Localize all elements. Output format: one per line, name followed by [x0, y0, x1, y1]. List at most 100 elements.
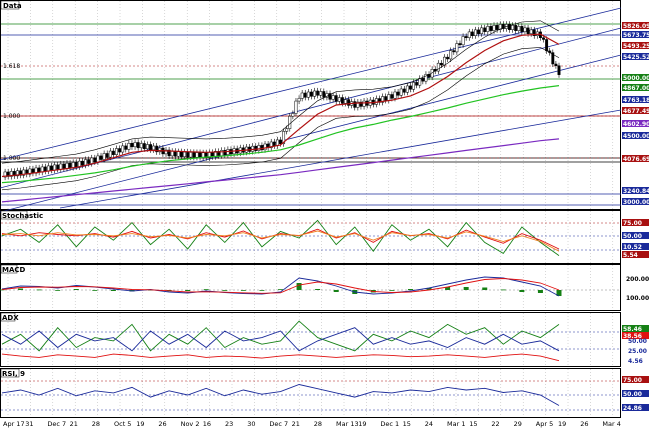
stochastic-line	[1, 219, 560, 256]
candle-body	[111, 150, 115, 155]
candle-body	[198, 152, 202, 158]
trend-channel-line	[0, 7, 622, 161]
candle-body	[554, 63, 558, 66]
candle-body	[59, 163, 63, 170]
candle-body	[542, 37, 545, 40]
candle-body	[53, 164, 57, 171]
candle-body	[328, 93, 332, 100]
macd-histogram-bar	[18, 288, 24, 290]
x-axis-tick-label: 15	[469, 420, 477, 428]
candle-body	[303, 92, 307, 98]
candle-body	[155, 145, 159, 153]
candle-body	[381, 96, 385, 103]
price-tag-box	[622, 198, 649, 205]
candle-body	[464, 36, 468, 38]
stochastic-panel: 75.00 50.00 10.525.54	[1, 219, 649, 259]
macd-histogram-bar	[407, 289, 413, 290]
stochastic-tag-box	[622, 251, 649, 258]
macd-histogram-bar	[315, 289, 321, 290]
price-tag-box	[622, 187, 649, 194]
candle-body	[483, 27, 487, 32]
candle-body	[93, 157, 97, 163]
adx-title-box	[0, 312, 16, 322]
x-axis-tick-label: 19	[358, 420, 366, 428]
x-axis-tick-label: Oct 5	[114, 420, 131, 428]
candle-body	[529, 29, 533, 34]
candle-body	[50, 165, 53, 171]
candle-body	[294, 100, 298, 114]
candle-body	[436, 62, 440, 72]
rsi-title-box	[0, 368, 20, 378]
candle-body	[43, 166, 47, 172]
candle-body	[489, 26, 493, 31]
candle-body	[334, 95, 338, 102]
candle-body	[108, 150, 112, 158]
candle-body	[331, 95, 335, 100]
rsi-tag-box	[622, 376, 649, 383]
candle-body	[16, 170, 19, 177]
price-tag-box	[622, 96, 649, 103]
price-tag-box	[622, 74, 649, 81]
candle-body	[498, 24, 502, 30]
adx-tag-label: 38.56	[623, 333, 642, 340]
macd-histogram-bar	[333, 290, 339, 292]
x-axis-tick-label: 29	[514, 420, 522, 428]
candle-body	[319, 91, 323, 96]
adx-axis-label: 50.00	[628, 338, 647, 345]
rsi-line	[1, 384, 560, 406]
candle-body	[517, 26, 521, 31]
candle-body	[427, 74, 431, 78]
candle-body	[180, 151, 183, 157]
candle-body	[322, 91, 326, 98]
candle-body	[405, 85, 409, 93]
rsi-tag-box	[622, 390, 649, 397]
x-axis-tick-label: 16	[203, 420, 211, 428]
adx-minus-di-line	[1, 327, 560, 352]
macd-histogram-bar	[296, 283, 302, 290]
candle-body	[384, 96, 388, 101]
price-tag-label: 5493.25	[623, 43, 650, 50]
candle-body	[127, 143, 131, 150]
price-axis-strip	[621, 0, 650, 429]
candle-body	[316, 90, 320, 96]
rsi-panel-frame	[0, 368, 621, 418]
candle-body	[87, 159, 91, 164]
candle-body	[62, 163, 66, 169]
candle-body	[446, 56, 450, 60]
candle-body	[399, 88, 403, 96]
candle-body	[545, 39, 549, 52]
candle-body	[74, 162, 78, 168]
x-axis-tick-label: 21	[70, 420, 78, 428]
macd-histogram-bar	[203, 289, 209, 290]
candle-body	[56, 164, 60, 170]
macd-histogram-bar	[482, 287, 488, 290]
candle-body	[28, 168, 32, 175]
trend-channel-line	[59, 109, 622, 209]
rsi-panel-title: RSI, 9	[2, 370, 25, 378]
price-tag-box	[622, 42, 649, 49]
macd-histogram-bar	[278, 289, 283, 290]
candle-body	[115, 148, 118, 155]
stochastic-line	[1, 230, 560, 252]
price-tag-box	[622, 22, 649, 29]
x-axis-tick-label: 15	[403, 420, 411, 428]
candle-body	[176, 151, 180, 157]
candle-body	[402, 88, 406, 93]
price-tag-label: 4763.18	[623, 97, 650, 104]
x-axis-labels: Apr 17 31 Dec 7 21 28 Oct 5 19 26 Nov 2 16 23 30 Dec…	[3, 420, 621, 428]
macd-histogram-bar	[222, 290, 228, 291]
candle-body	[81, 160, 84, 166]
adx-axis-label: 4.56	[628, 358, 643, 365]
price-tag-label: 4500.00	[623, 133, 650, 140]
stochastic-tag-label: 5.54	[623, 252, 638, 259]
candle-body	[183, 151, 187, 157]
candle-body	[145, 144, 149, 150]
price-tag-label: 5425.52	[623, 54, 650, 61]
price-tag-label: 5000.00	[623, 75, 650, 82]
candle-body	[173, 150, 177, 157]
macd-histogram-bar	[110, 290, 116, 291]
candle-body	[136, 142, 140, 149]
macd-axis-label: 100.00	[626, 295, 649, 302]
stochastic-line	[1, 228, 560, 250]
